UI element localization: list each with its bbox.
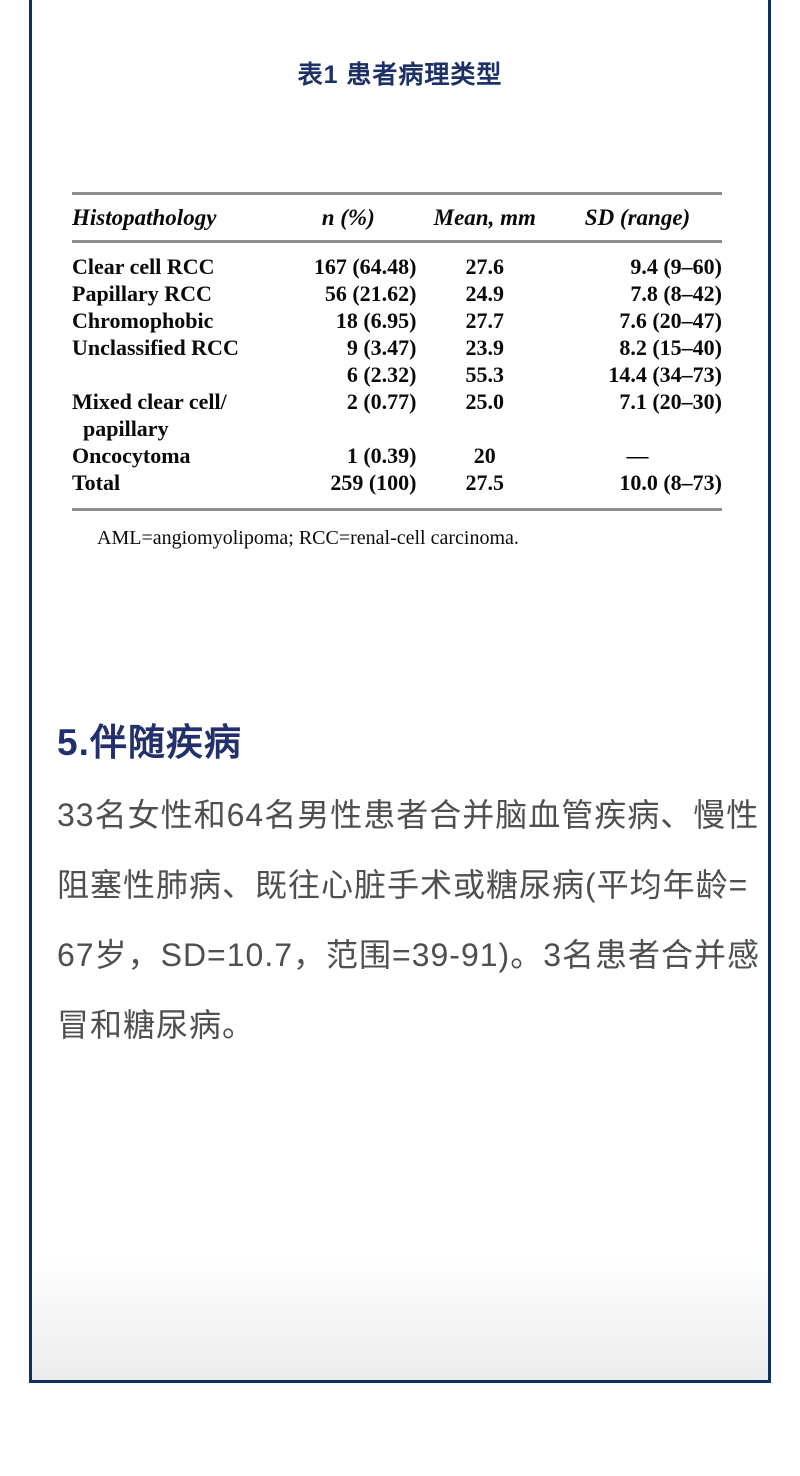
cell-sd: 8.2 (15–40): [619, 335, 722, 360]
cell-sd: 7.6 (20–47): [619, 308, 722, 333]
table-caption: 表1 患者病理类型: [297, 61, 503, 89]
table-row: 6 (2.32) 55.3 14.4 (34–73): [72, 361, 722, 388]
paragraph-line: 冒和糖尿病。: [57, 1007, 256, 1043]
article-card: 表1 患者病理类型 Histopathology n (%) Mean, mm …: [29, 0, 771, 1383]
cell-sd: 10.0 (8–73): [619, 470, 722, 495]
table-row: Papillary RCC 56 (21.62) 24.9 7.8 (8–42): [72, 280, 722, 307]
cell-n: 56 (21.62): [324, 281, 417, 306]
cell-n: 6 (2.32): [346, 362, 417, 387]
paragraph-line: 33名女性和64名男性患者合并脑血管疾病、慢性: [57, 797, 760, 833]
cell-mean: 25.0: [465, 389, 505, 414]
cell-sd: 7.1 (20–30): [619, 389, 722, 414]
cell-histopathology: Papillary RCC: [72, 281, 212, 306]
cell-n: 1 (0.39): [346, 443, 417, 468]
cell-mean: 27.6: [465, 254, 505, 279]
table-row: Oncocytoma 1 (0.39) 20 —: [72, 442, 722, 469]
cell-sd: 14.4 (34–73): [608, 362, 722, 387]
cell-n: 18 (6.95): [335, 308, 417, 333]
cell-histopathology: Mixed clear cell/ papillary: [72, 389, 227, 441]
cell-histopathology: Total: [72, 470, 121, 495]
cell-mean: 23.9: [465, 335, 505, 360]
cell-n: 2 (0.77): [346, 389, 417, 414]
cell-mean: 20: [473, 443, 496, 468]
pathology-table: Histopathology n (%) Mean, mm SD (range)…: [72, 192, 722, 511]
col-header-sd-range: SD (range): [553, 193, 722, 243]
paragraph-line: 阻塞性肺病、既往心脏手术或糖尿病(平均年龄=: [57, 867, 749, 903]
cell-mean: 24.9: [465, 281, 505, 306]
table-row: Unclassified RCC 9 (3.47) 23.9 8.2 (15–4…: [72, 334, 722, 361]
cell-histopathology: Clear cell RCC: [72, 254, 215, 279]
table-row: Total 259 (100) 27.5 10.0 (8–73): [72, 469, 722, 510]
cell-n: 9 (3.47): [346, 335, 417, 360]
cell-mean: 55.3: [465, 362, 505, 387]
cell-n: 167 (64.48): [313, 254, 417, 279]
pathology-table-figure: Histopathology n (%) Mean, mm SD (range)…: [72, 192, 722, 550]
table-row: Chromophobic 18 (6.95) 27.7 7.6 (20–47): [72, 307, 722, 334]
cell-histopathology: [72, 361, 280, 388]
col-header-mean-mm: Mean, mm: [416, 193, 553, 243]
table-row: Clear cell RCC 167 (64.48) 27.6 9.4 (9–6…: [72, 242, 722, 281]
cell-histopathology: Chromophobic: [72, 308, 214, 333]
cell-histopathology: Unclassified RCC: [72, 335, 239, 360]
cell-mean: 27.7: [465, 308, 505, 333]
cell-histopathology: Oncocytoma: [72, 443, 191, 468]
cell-sd: 7.8 (8–42): [630, 281, 722, 306]
paragraph-line: 67岁，SD=10.7，范围=39-91)。3名患者合并感: [57, 937, 761, 973]
table-footnote: AML=angiomyolipoma; RCC=renal-cell carci…: [97, 527, 519, 549]
col-header-histopathology: Histopathology: [72, 193, 280, 243]
col-header-n-percent: n (%): [280, 193, 417, 243]
table-row: Mixed clear cell/ papillary 2 (0.77) 25.…: [72, 388, 722, 442]
cell-sd: 9.4 (9–60): [630, 254, 722, 279]
section-heading-comorbidity: 5.伴随疾病: [57, 722, 242, 763]
cell-mean: 27.5: [465, 470, 505, 495]
comorbidity-paragraph: 33名女性和64名男性患者合并脑血管疾病、慢性 阻塞性肺病、既往心脏手术或糖尿病…: [57, 780, 761, 1060]
table-header-row: Histopathology n (%) Mean, mm SD (range): [72, 193, 722, 243]
cell-sd: —: [626, 443, 649, 468]
cell-n: 259 (100): [330, 470, 417, 495]
